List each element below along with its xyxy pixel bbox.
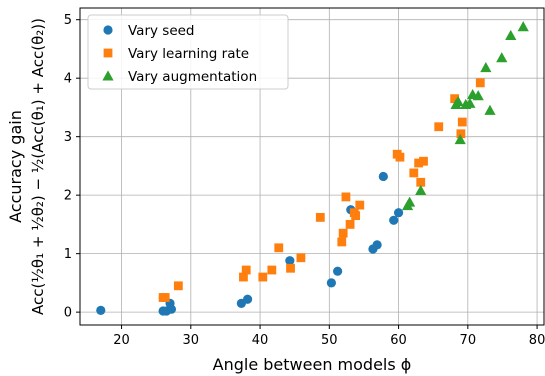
square-data-point xyxy=(456,129,466,139)
circle-data-point xyxy=(96,305,106,315)
circle-data-point xyxy=(326,278,336,288)
y-tick-label: 5 xyxy=(64,13,72,28)
square-data-point xyxy=(409,168,419,178)
data-points xyxy=(96,21,529,316)
x-tick-label: 80 xyxy=(529,333,545,348)
y-axis-label-line1: Accuracy gain xyxy=(6,110,25,223)
square-data-point xyxy=(395,152,405,162)
legend-label: Vary augmentation xyxy=(128,69,257,85)
y-tick-label: 1 xyxy=(64,247,72,262)
square-data-point xyxy=(457,117,467,127)
x-tick-label: 20 xyxy=(113,333,130,348)
legend: Vary seed Vary learning rate Vary augmenta… xyxy=(87,14,289,90)
square-data-point xyxy=(315,212,325,222)
x-tick-label: 50 xyxy=(321,333,338,348)
square-data-point xyxy=(355,200,365,210)
circle-data-point xyxy=(285,256,295,266)
legend-label: Vary learning rate xyxy=(128,46,249,62)
square-data-point xyxy=(338,228,348,238)
square-data-point xyxy=(341,192,351,202)
square-data-point xyxy=(419,156,428,166)
legend-circle-marker xyxy=(103,25,113,35)
square-data-point xyxy=(414,158,424,168)
square-data-point xyxy=(351,211,361,221)
triangle-data-point xyxy=(454,133,466,145)
circle-data-point xyxy=(393,208,404,218)
square-data-point xyxy=(416,177,426,187)
triangle-data-point xyxy=(404,196,416,207)
circle-data-point xyxy=(372,240,382,250)
square-data-point xyxy=(160,293,170,302)
square-data-point xyxy=(241,265,251,275)
legend-square-marker xyxy=(103,48,113,58)
x-tick-label: 30 xyxy=(183,333,200,348)
series-square xyxy=(158,78,485,302)
square-data-point xyxy=(274,243,284,253)
y-axis-label-line2: Acc(½θ₁ + ½θ₂) − ½(Acc(θ₁) + Acc(θ₂)) xyxy=(29,18,47,315)
square-data-point xyxy=(345,220,355,229)
circle-data-point xyxy=(378,171,388,182)
legend-box xyxy=(87,14,289,90)
triangle-data-point xyxy=(505,29,517,40)
square-data-point xyxy=(173,281,183,291)
square-data-point xyxy=(434,122,444,132)
triangle-data-point xyxy=(472,90,484,101)
circle-data-point xyxy=(242,294,253,304)
x-axis-label: Angle between models ϕ xyxy=(213,355,412,374)
legend-triangle-marker xyxy=(102,70,114,81)
square-data-point xyxy=(337,237,347,247)
square-data-point xyxy=(258,272,268,282)
x-tick-label: 60 xyxy=(390,333,407,348)
triangle-data-point xyxy=(496,52,508,63)
circle-data-point xyxy=(333,266,343,276)
square-data-point xyxy=(450,94,460,104)
y-tick-label: 2 xyxy=(64,189,72,204)
circle-data-point xyxy=(389,215,399,225)
y-tick-label: 3 xyxy=(64,130,72,145)
triangle-data-point xyxy=(484,104,496,115)
plot-frame xyxy=(79,7,545,326)
axis-ticks: 20 30 40 50 60 70 80 0 1 2 3 4 5 xyxy=(64,13,545,348)
square-data-point xyxy=(475,78,485,88)
y-tick-label: 0 xyxy=(64,306,72,321)
triangle-data-point xyxy=(480,62,492,73)
circle-data-point xyxy=(166,304,177,314)
series-triangle xyxy=(401,21,529,211)
square-data-point xyxy=(296,253,306,263)
x-tick-label: 70 xyxy=(460,333,477,348)
square-data-point xyxy=(286,263,295,273)
triangle-data-point xyxy=(415,184,427,195)
y-tick-label: 4 xyxy=(64,72,72,87)
triangle-data-point xyxy=(464,97,476,108)
square-data-point xyxy=(267,265,277,275)
square-data-point xyxy=(239,272,248,282)
triangle-data-point xyxy=(517,21,529,32)
series-circle xyxy=(96,171,404,316)
x-tick-label: 40 xyxy=(252,333,269,348)
legend-label: Vary seed xyxy=(128,23,195,39)
triangle-data-point xyxy=(452,95,464,107)
